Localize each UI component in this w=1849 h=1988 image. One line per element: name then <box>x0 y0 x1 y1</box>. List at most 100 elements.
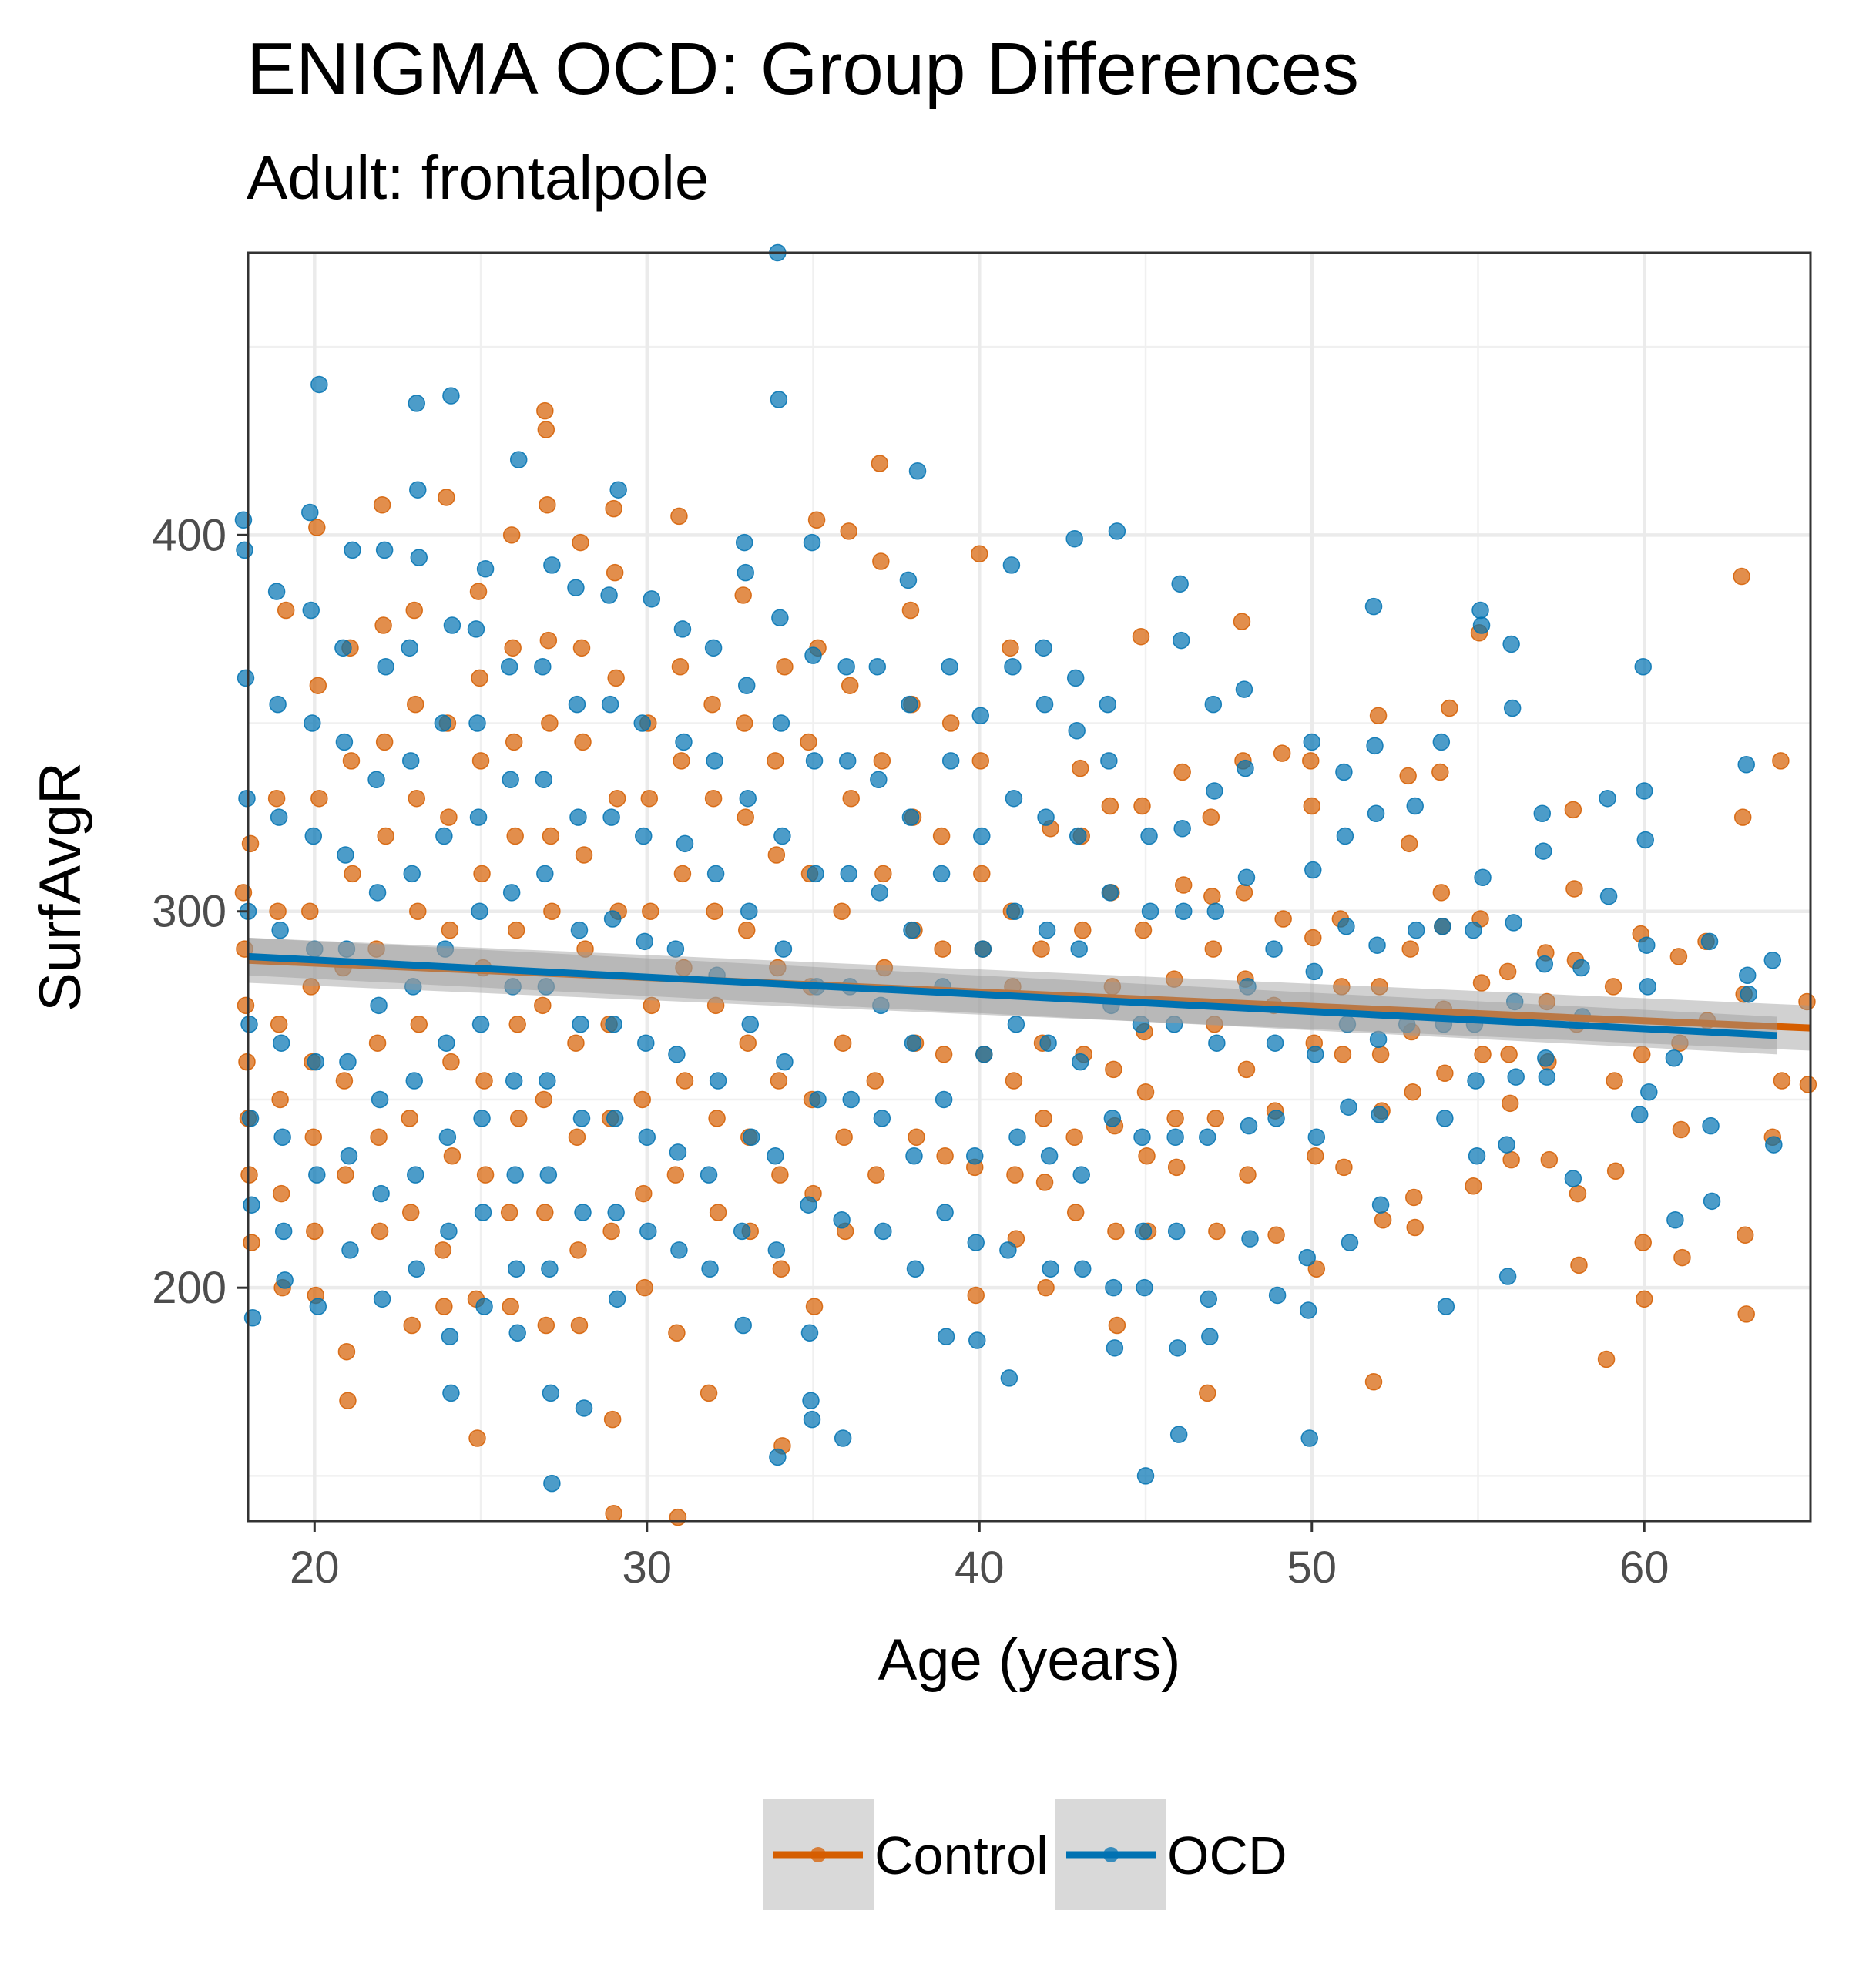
ocd-point <box>543 1474 561 1493</box>
control-point <box>936 1147 954 1165</box>
ocd-point <box>1371 1106 1388 1123</box>
control-point <box>304 1128 323 1147</box>
control-point <box>737 921 756 939</box>
control-point <box>401 1110 418 1127</box>
ocd-point <box>1069 827 1087 845</box>
ocd-point <box>304 714 321 732</box>
ocd-point <box>805 752 824 770</box>
ocd-point <box>1367 804 1385 823</box>
ocd-point <box>975 1046 993 1063</box>
control-point <box>673 865 692 883</box>
ocd-point <box>800 1196 817 1214</box>
ocd-point <box>543 556 561 574</box>
control-point <box>368 1034 387 1052</box>
ocd-point <box>800 1324 819 1342</box>
ocd-point <box>1740 985 1757 1003</box>
ocd-point <box>507 1260 525 1278</box>
control-point <box>576 940 594 958</box>
ocd-point <box>737 563 754 582</box>
ocd-point <box>1035 639 1052 657</box>
ocd-point <box>409 481 427 499</box>
ocd-point <box>833 1211 851 1229</box>
y-tick-label: 300 <box>152 887 227 937</box>
control-point <box>1606 1162 1625 1180</box>
ocd-point <box>339 1053 357 1071</box>
control-point <box>471 752 490 770</box>
ocd-point <box>1132 1016 1150 1033</box>
control-point <box>1371 1046 1390 1063</box>
control-point <box>1107 1222 1125 1241</box>
ocd-point <box>1065 529 1083 548</box>
control-point <box>344 865 361 883</box>
control-point <box>1303 797 1321 815</box>
ocd-point <box>371 1090 389 1109</box>
ocd-point <box>502 771 519 789</box>
control-point <box>1399 767 1417 785</box>
ocd-point <box>1636 831 1655 849</box>
ocd-point <box>904 1034 922 1052</box>
plot-border <box>247 251 1812 1523</box>
ocd-point <box>405 1072 423 1090</box>
ocd-point <box>1008 1128 1026 1147</box>
control-point <box>1037 1278 1055 1297</box>
control-point <box>1404 1083 1421 1101</box>
control-point <box>1335 1158 1353 1177</box>
ocd-point <box>475 1298 493 1315</box>
ocd-point <box>468 714 486 732</box>
control-point <box>635 1184 653 1203</box>
control-point <box>833 902 851 920</box>
ocd-point <box>1103 1110 1122 1127</box>
ocd-point <box>539 1072 556 1090</box>
control-point <box>867 1166 885 1184</box>
control-point <box>875 959 894 977</box>
ocd-point <box>1106 1339 1124 1357</box>
ocd-point <box>1533 804 1552 823</box>
control-point <box>872 552 890 570</box>
ocd-point <box>1072 1166 1090 1184</box>
ocd-point <box>965 1147 984 1165</box>
control-point <box>1173 763 1191 781</box>
control-point <box>335 1072 354 1090</box>
ocd-point <box>743 1128 760 1147</box>
ocd-point <box>803 1410 821 1429</box>
ocd-point <box>1507 1068 1525 1086</box>
ocd-point <box>872 996 890 1015</box>
ocd-point <box>308 1166 326 1184</box>
ocd-point <box>1005 789 1023 808</box>
ocd-point <box>1266 1034 1284 1052</box>
control-point <box>1136 1083 1155 1101</box>
minor-gridlines <box>248 253 1812 1521</box>
ocd-point <box>1206 782 1223 800</box>
control-point <box>1772 752 1790 770</box>
ocd-point <box>240 1016 258 1033</box>
control-point <box>337 1166 354 1184</box>
control-point <box>502 1298 519 1315</box>
control-point <box>666 1166 685 1184</box>
ocd-point <box>404 978 422 996</box>
ocd-point <box>1300 1429 1318 1447</box>
ocd-point <box>341 1241 359 1259</box>
ocd-point <box>436 940 455 958</box>
ocd-point <box>236 541 253 559</box>
control-point <box>1441 699 1458 717</box>
control-point <box>1400 834 1418 853</box>
control-point <box>542 827 560 845</box>
control-point <box>640 789 659 808</box>
ocd-point <box>739 789 757 808</box>
ocd-point <box>537 978 555 996</box>
control-point <box>706 996 725 1015</box>
ocd-point <box>936 1204 954 1221</box>
control-point <box>442 1053 460 1071</box>
ocd-point <box>474 1204 492 1221</box>
control-point <box>475 1072 493 1090</box>
control-point <box>1500 1046 1518 1063</box>
control-point <box>572 639 591 657</box>
ocd-point <box>1208 1034 1226 1052</box>
control-point <box>1636 1290 1653 1308</box>
control-point <box>339 1392 357 1409</box>
ocd-point <box>1638 936 1656 954</box>
control-point <box>237 996 255 1015</box>
control-point <box>602 1222 620 1241</box>
control-point <box>1673 1248 1691 1267</box>
ocd-point <box>1133 1128 1151 1147</box>
